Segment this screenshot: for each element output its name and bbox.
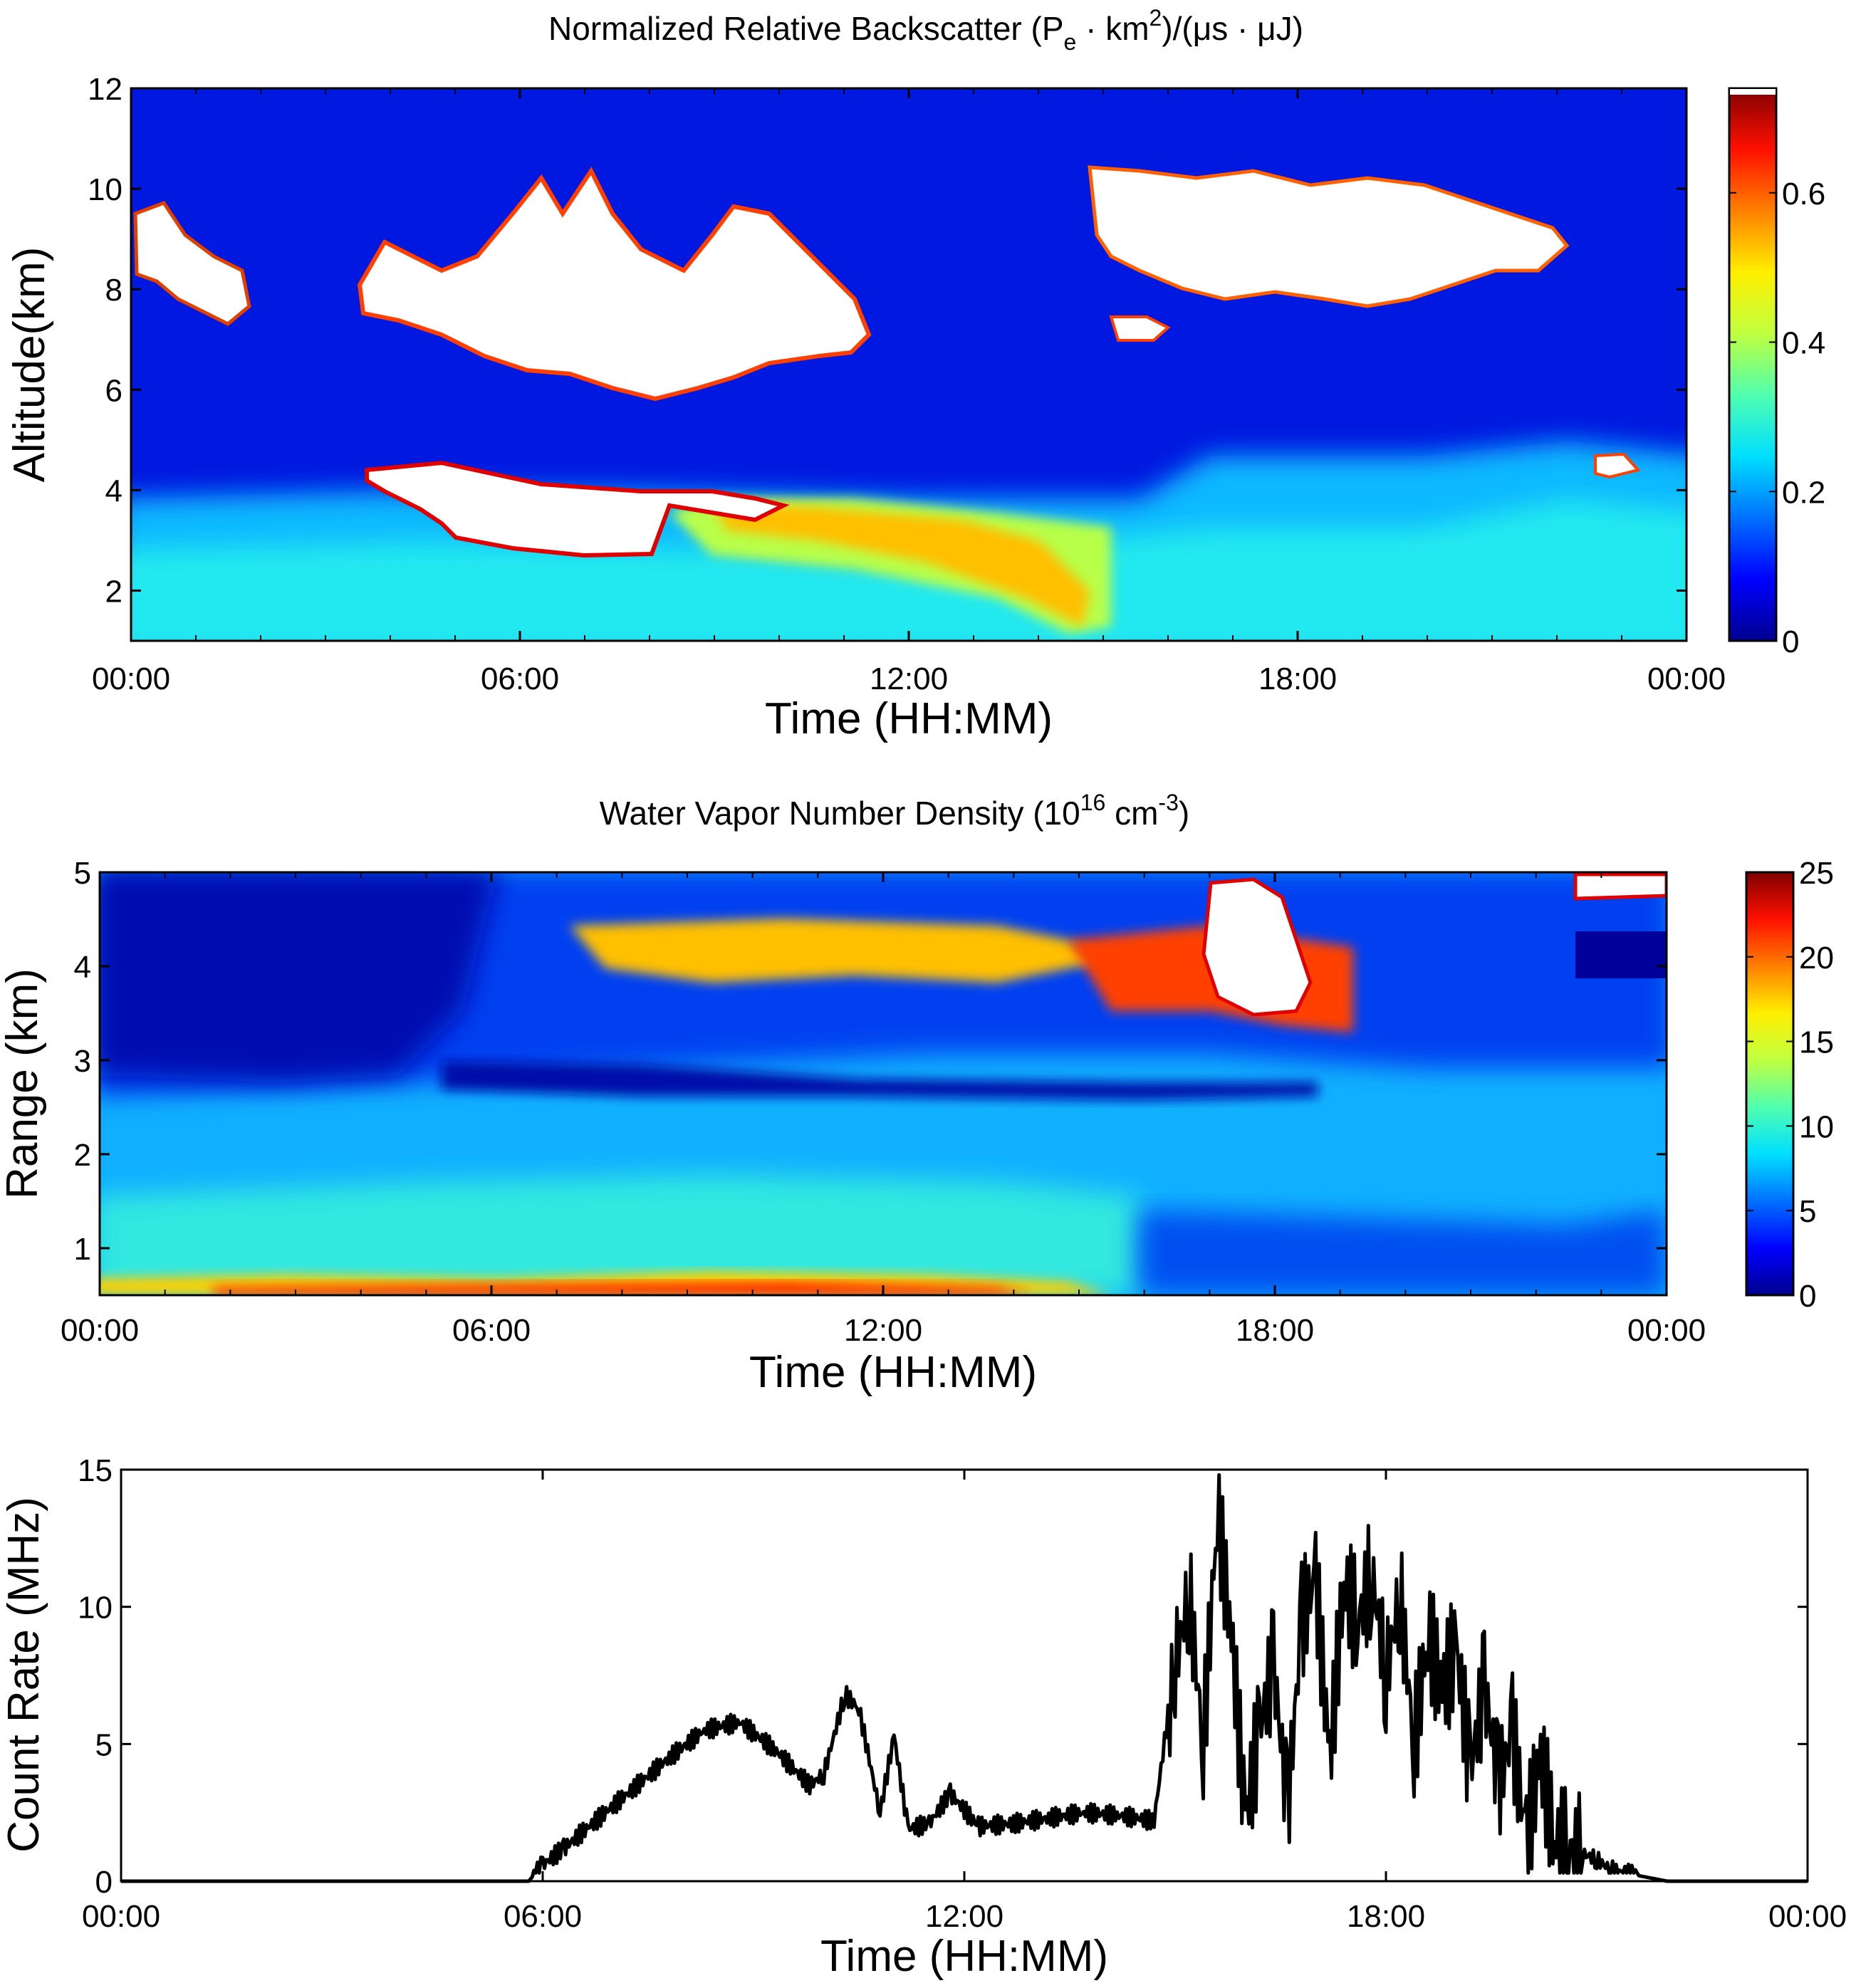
x-tick-label: 12:00: [870, 661, 948, 696]
backscatter-low-cloud: [365, 460, 790, 558]
colorbar-tick-label: 0.2: [1782, 475, 1825, 510]
backscatter-aerosol-core: [712, 502, 1090, 627]
backscatter-cirrus-left: [133, 200, 251, 326]
x-tick-label: 00:00: [1647, 661, 1726, 696]
x-tick-label: 12:00: [844, 1313, 922, 1348]
count-rate-y-ticks: 0 5 10 15: [78, 1453, 1808, 1900]
x-tick-label: 06:00: [504, 1899, 582, 1934]
water-vapor-moist-patches: [570, 919, 1104, 983]
backscatter-title-post: )/(μs · μJ): [1162, 10, 1303, 47]
x-tick-label: 18:00: [1236, 1313, 1314, 1348]
count-rate-x-label: Time (HH:MM): [820, 1932, 1108, 1981]
y-tick-label: 4: [74, 950, 91, 985]
water-vapor-y-ticks: 1 2 3 4 5: [74, 856, 1667, 1267]
y-tick-label: 12: [88, 72, 122, 107]
backscatter-title-mid: · km: [1076, 10, 1149, 47]
backscatter-title-sub: e: [1064, 29, 1077, 55]
x-tick-label: 00:00: [1768, 1899, 1847, 1934]
backscatter-title-sup: 2: [1149, 5, 1162, 31]
colorbar-tick-label: 15: [1799, 1025, 1834, 1060]
backscatter-y-label: Altitude(km): [5, 247, 54, 483]
x-tick-label: 06:00: [481, 661, 559, 696]
water-vapor-title: Water Vapor Number Density (1016 cm-3): [600, 790, 1189, 832]
x-tick-label: 18:00: [1258, 661, 1337, 696]
water-vapor-x-label: Time (HH:MM): [749, 1348, 1037, 1397]
backscatter-cirrus-main: [357, 167, 872, 402]
colorbar-tick-label: 5: [1799, 1194, 1816, 1229]
water-vapor-dry-left: [100, 872, 498, 1082]
backscatter-colorbar: [1728, 87, 1778, 642]
count-rate-y-label: Count Rate (MHz): [0, 1497, 48, 1853]
water-vapor-title-mid: cm: [1105, 795, 1158, 832]
y-tick-label: 2: [105, 574, 122, 609]
water-vapor-dry-right: [1140, 1210, 1667, 1295]
backscatter-cirrus-patch: [1109, 315, 1171, 342]
colorbar-tick-label: 0: [1782, 624, 1799, 659]
y-tick-label: 10: [78, 1591, 113, 1626]
x-tick-label: 00:00: [61, 1313, 139, 1348]
water-vapor-saturated-top: [1573, 872, 1667, 901]
backscatter-panel: Normalized Relative Backscatter (Pe · km…: [5, 5, 1825, 743]
colorbar-tick-label: 20: [1799, 941, 1834, 975]
water-vapor-colorbar: [1745, 871, 1795, 1297]
y-tick-label: 4: [105, 474, 122, 508]
water-vapor-panel: Water Vapor Number Density (1016 cm-3) 0…: [0, 790, 1834, 1397]
water-vapor-dry-box: [1575, 931, 1667, 978]
y-tick-label: 5: [74, 856, 91, 891]
x-tick-label: 00:00: [82, 1899, 160, 1934]
backscatter-x-ticks: 00:00 06:00 12:00 18:00 00:00: [92, 88, 1726, 696]
water-vapor-heatmap: [100, 872, 1667, 1295]
water-vapor-saturated-core: [1201, 877, 1313, 1017]
water-vapor-x-ticks: 00:00 06:00 12:00 18:00 00:00: [61, 872, 1706, 1348]
water-vapor-title-pre: Water Vapor Number Density (10: [600, 795, 1080, 832]
count-rate-line: [121, 1472, 1808, 1883]
backscatter-colorbar-ticks: 0 0.2 0.4 0.6: [1729, 177, 1825, 659]
water-vapor-moist-lower: [100, 1175, 1140, 1295]
water-vapor-title-post: ): [1179, 795, 1189, 832]
water-vapor-colorbar-ticks: 0 5 10 15 20 25: [1746, 856, 1834, 1314]
y-tick-label: 15: [78, 1453, 113, 1488]
water-vapor-title-sup1: 16: [1080, 790, 1106, 815]
y-tick-label: 5: [95, 1727, 113, 1762]
y-tick-label: 2: [74, 1138, 91, 1173]
count-rate-x-ticks: 00:00 06:00 12:00 18:00 00:00: [82, 1470, 1847, 1934]
backscatter-colorbar-saturation: [1730, 89, 1776, 95]
colorbar-tick-label: 0.6: [1782, 177, 1825, 211]
backscatter-title: Normalized Relative Backscatter (Pe · km…: [548, 5, 1303, 55]
backscatter-title-pre: Normalized Relative Backscatter (P: [548, 10, 1063, 47]
y-tick-label: 3: [74, 1044, 91, 1079]
colorbar-tick-label: 25: [1799, 856, 1834, 891]
colorbar-tick-label: 0: [1799, 1279, 1816, 1314]
x-tick-label: 12:00: [925, 1899, 1003, 1934]
backscatter-x-label: Time (HH:MM): [765, 694, 1053, 743]
colorbar-tick-label: 0.4: [1782, 326, 1825, 361]
x-tick-label: 00:00: [1627, 1313, 1706, 1348]
backscatter-cirrus-right: [1088, 165, 1570, 308]
x-tick-label: 18:00: [1347, 1899, 1425, 1934]
water-vapor-dry-band: [442, 1061, 1318, 1100]
x-tick-label: 06:00: [452, 1313, 531, 1348]
backscatter-y-ticks: 2 4 6 8 10 12: [88, 72, 1686, 609]
backscatter-haze-patch: [1594, 452, 1641, 479]
y-tick-label: 8: [105, 273, 122, 308]
y-tick-label: 1: [74, 1232, 91, 1267]
y-tick-label: 0: [95, 1865, 113, 1900]
y-tick-label: 10: [88, 172, 122, 207]
water-vapor-surface-core: [214, 1282, 1033, 1295]
water-vapor-title-sup2: -3: [1158, 790, 1178, 815]
x-tick-label: 00:00: [92, 661, 170, 696]
y-tick-label: 6: [105, 373, 122, 408]
colorbar-tick-label: 10: [1799, 1109, 1834, 1144]
count-rate-panel: 00:00 06:00 12:00 18:00 00:00 0 5 10 15 Time (H…: [0, 1453, 1847, 1981]
water-vapor-y-label: Range (km): [0, 968, 47, 1199]
backscatter-heatmap: [131, 88, 1686, 641]
